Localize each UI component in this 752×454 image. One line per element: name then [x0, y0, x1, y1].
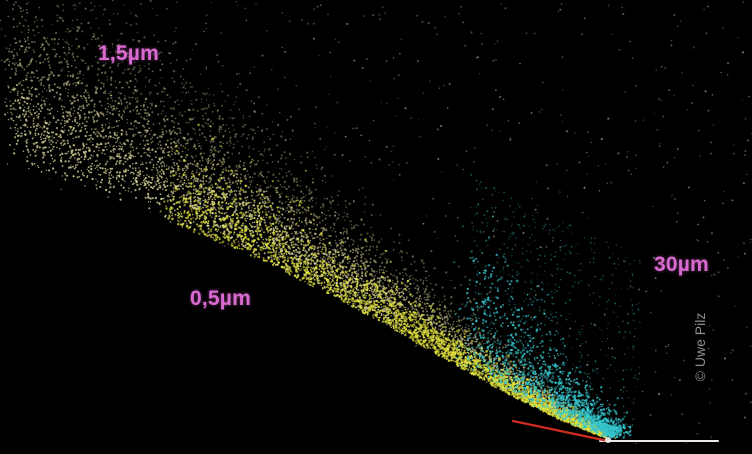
- label-1-5-micron: 1,5µm: [98, 42, 159, 65]
- label-30-micron: 30µm: [654, 253, 709, 276]
- photo-credit: © Uwe Pilz: [692, 312, 708, 382]
- nucleus-streak: [511, 419, 610, 443]
- comet-nucleus: [605, 437, 611, 443]
- label-0-5-micron: 0,5µm: [190, 287, 251, 310]
